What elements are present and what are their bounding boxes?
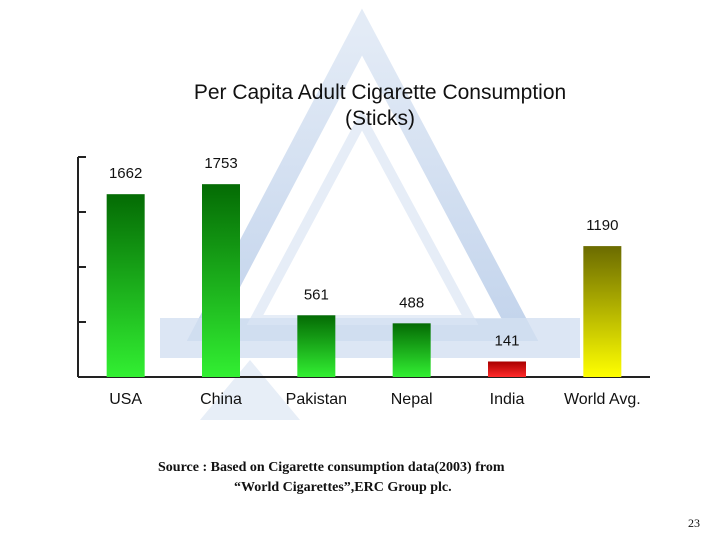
source-line-1: Source : Based on Cigarette consumption … bbox=[158, 460, 505, 475]
category-label: Pakistan bbox=[286, 391, 347, 408]
bar-pakistan bbox=[297, 315, 336, 377]
source-note: Source : Based on Cigarette consumption … bbox=[158, 458, 618, 498]
category-label: India bbox=[490, 391, 525, 408]
bars bbox=[106, 184, 622, 377]
bar-world-avg bbox=[583, 246, 622, 377]
data-label: 1190 bbox=[586, 217, 618, 234]
data-label: 488 bbox=[399, 294, 424, 311]
data-label: 141 bbox=[494, 332, 519, 349]
data-label: 1753 bbox=[204, 155, 237, 172]
category-label: World Avg. bbox=[564, 391, 641, 408]
category-label: China bbox=[200, 391, 242, 408]
chart-title-line2: (Sticks) bbox=[345, 107, 415, 130]
source-line-2: “World Cigarettes”,ERC Group plc. bbox=[234, 480, 452, 495]
page-number: 23 bbox=[688, 516, 700, 530]
data-label: 561 bbox=[304, 286, 329, 303]
bar-india bbox=[488, 361, 526, 377]
bar-nepal bbox=[392, 323, 431, 377]
labels: 1662 USA 1753 China 561 Pakistan 488 Nepal 141 In… bbox=[109, 155, 641, 408]
bar-china bbox=[202, 184, 240, 377]
category-label: Nepal bbox=[391, 391, 433, 408]
bar-usa bbox=[106, 194, 145, 377]
axes bbox=[77, 156, 650, 378]
chart-title-line1: Per Capita Adult Cigarette Consumption bbox=[193, 81, 567, 104]
data-label: 1662 bbox=[109, 165, 142, 182]
category-label: USA bbox=[109, 391, 142, 408]
chart-title: Per Capita Adult Cigarette Consumption (… bbox=[110, 80, 650, 132]
